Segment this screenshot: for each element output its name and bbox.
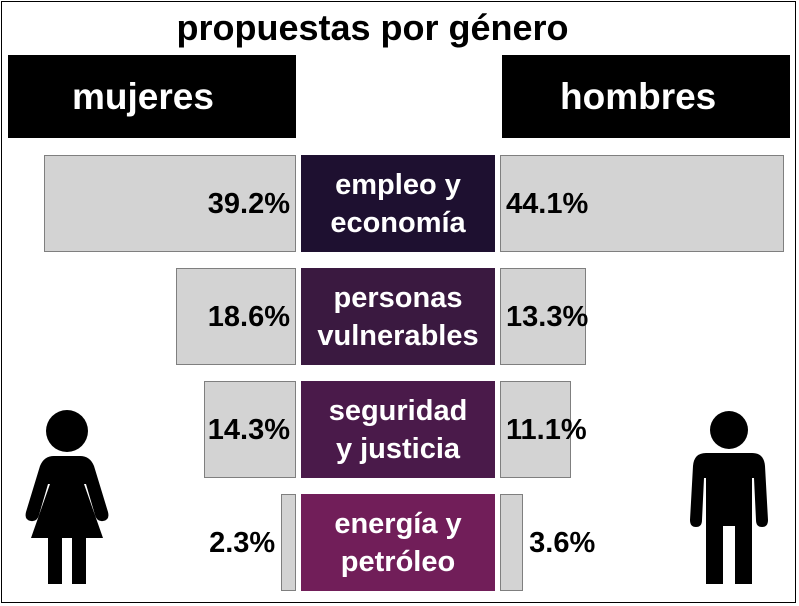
category-empleo-y-economia: empleo y economía (301, 155, 495, 252)
category-personas-vulnerables: personas vulnerables (301, 268, 495, 365)
bar-hombres-personas-vulnerables (500, 268, 586, 365)
value-label-hombres: 44.1% (506, 187, 589, 220)
value-label-mujeres: 14.3% (207, 413, 290, 446)
bar-hombres-energia-y-petroleo (500, 494, 524, 591)
value-label-mujeres: 18.6% (207, 300, 290, 333)
bar-mujeres-empleo-y-economia (43, 155, 296, 252)
category-seguridad-y-justicia: seguridad y justicia (301, 381, 495, 478)
chart-title: propuestas por género (176, 7, 569, 48)
value-label-hombres: 13.3% (506, 300, 589, 333)
legend-mujeres: mujeres (8, 55, 296, 138)
value-label-mujeres: 2.3% (209, 526, 276, 559)
bar-hombres-empleo-y-economia (500, 155, 784, 252)
legend-hombres: hombres (502, 55, 790, 138)
value-label-mujeres: 39.2% (207, 187, 290, 220)
bar-mujeres-seguridad-y-justicia (203, 381, 296, 478)
bar-mujeres-personas-vulnerables (176, 268, 296, 365)
bar-mujeres-energia-y-petroleo (281, 494, 296, 591)
category-energia-y-petroleo: energía y petróleo (301, 494, 495, 591)
man-icon (690, 411, 768, 584)
value-label-hombres: 11.1% (506, 413, 587, 446)
bar-hombres-seguridad-y-justicia (500, 381, 572, 478)
woman-icon (25, 410, 109, 584)
value-label-hombres: 3.6% (529, 526, 596, 559)
